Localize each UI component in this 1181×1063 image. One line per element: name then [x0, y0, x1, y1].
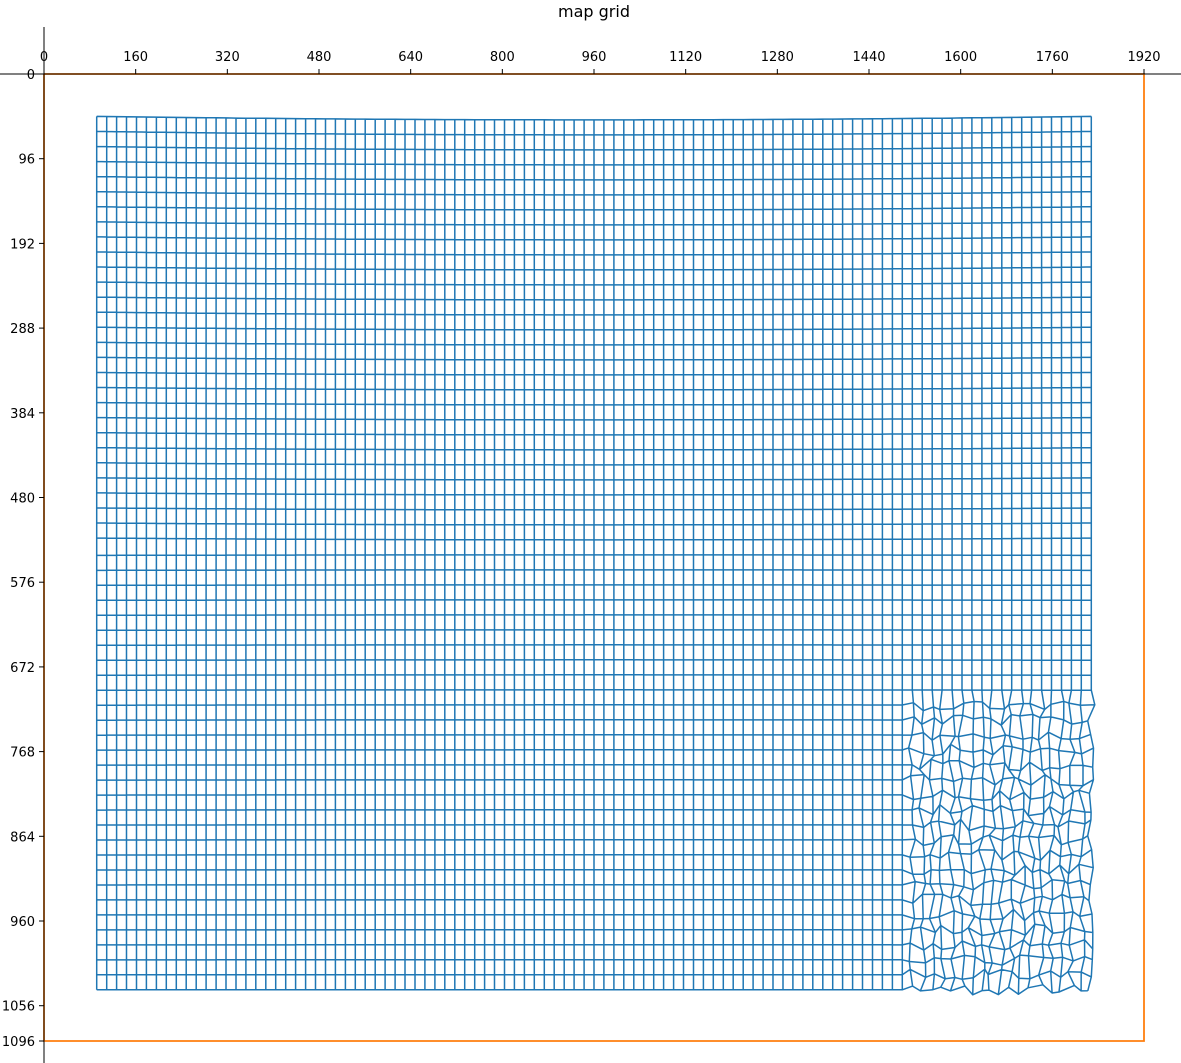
y-tick-label: 96: [18, 153, 35, 168]
y-tick-label: 768: [10, 746, 35, 761]
x-tick-label: 1920: [1127, 50, 1160, 65]
x-tick-label: 800: [490, 50, 515, 65]
y-tick-label: 480: [10, 492, 35, 507]
y-tick-label: 576: [10, 576, 35, 591]
y-tick-label: 1096: [2, 1035, 35, 1050]
x-tick-label: 0: [40, 50, 48, 65]
x-tick-label: 1120: [669, 50, 702, 65]
mesh-lines: [95, 115, 1096, 996]
x-tick-label: 1600: [944, 50, 977, 65]
y-tick-label: 864: [10, 830, 35, 845]
y-tick-label: 192: [10, 237, 35, 252]
chart-title: map grid: [558, 2, 630, 21]
axes: 0 160 320 480 640 800 960 1120 1280 1440 1600 1760 1…: [0, 27, 1181, 1063]
y-tick-label: 960: [10, 915, 35, 930]
y-tick-label: 288: [10, 322, 35, 337]
x-tick-label: 320: [215, 50, 240, 65]
y-tick-label: 1056: [2, 1000, 35, 1015]
x-tick-label: 1280: [761, 50, 794, 65]
y-tick-label: 672: [10, 661, 35, 676]
x-tick-label: 1440: [852, 50, 885, 65]
y-tick-label: 0: [27, 68, 35, 83]
x-tick-label: 640: [398, 50, 423, 65]
x-tick-label: 160: [123, 50, 148, 65]
x-tick-label: 480: [307, 50, 332, 65]
mesh-grid: [95, 115, 1096, 996]
x-tick-label: 1760: [1036, 50, 1069, 65]
x-tick-label: 960: [582, 50, 607, 65]
y-tick-label: 384: [10, 407, 35, 422]
